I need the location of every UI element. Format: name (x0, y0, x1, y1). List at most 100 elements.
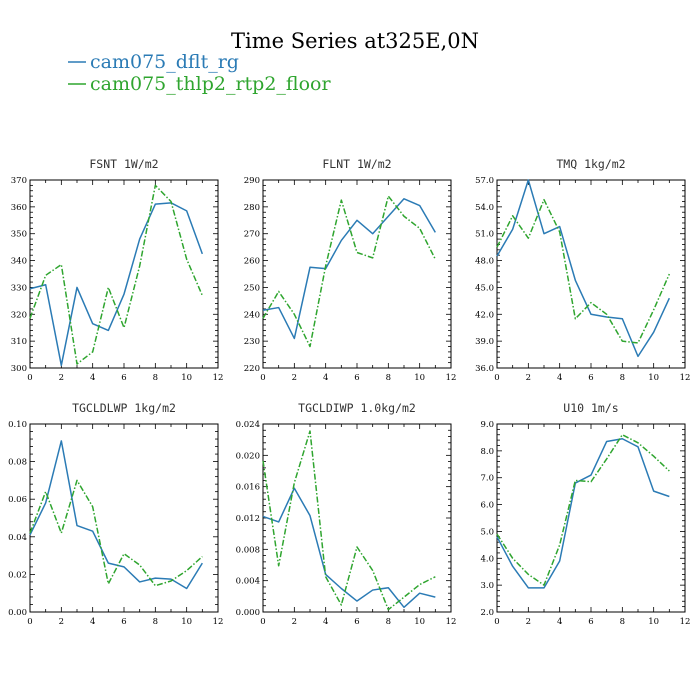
x-tick-label: 10 (181, 373, 192, 383)
x-tick-label: 10 (181, 617, 192, 627)
x-tick-label: 2 (59, 617, 64, 627)
y-tick-label: 7.0 (480, 474, 494, 484)
x-tick-label: 12 (680, 617, 691, 627)
y-tick-label: 280 (244, 203, 260, 213)
y-tick-label: 36.0 (475, 364, 494, 374)
y-tick-label: 0.004 (236, 577, 260, 587)
x-tick-label: 4 (557, 617, 562, 627)
x-tick-label: 2 (526, 373, 531, 383)
legend-label-dflt: cam075_dflt_rg (90, 51, 239, 73)
x-tick-label: 0 (494, 617, 499, 627)
series-line-floor (496, 433, 670, 586)
y-tick-label: 370 (11, 176, 27, 186)
panel-2: TMQ 1kg/m2 0 2 4 6 8 10 12 36.0 39.0 42.0 45.0 48.0 5… (475, 157, 690, 383)
plot-frame (29, 179, 219, 369)
y-tick-label: 51.0 (475, 230, 494, 240)
y-tick-label: 230 (244, 337, 260, 347)
x-tick-label: 4 (323, 617, 328, 627)
x-tick-label: 2 (292, 617, 297, 627)
panel-title: TMQ 1kg/m2 (556, 157, 625, 171)
x-tick-label: 4 (557, 373, 562, 383)
x-tick-label: 6 (354, 617, 359, 627)
x-tick-label: 10 (648, 617, 659, 627)
panels: FSNT 1W/m2 0 2 4 6 8 10 12 300 310 320 330 340 350 360… (8, 157, 690, 627)
y-tick-label: 250 (244, 283, 260, 293)
y-tick-label: 45.0 (475, 283, 494, 293)
y-tick-label: 290 (244, 176, 260, 186)
plot-frame (262, 179, 452, 369)
y-tick-label: 42.0 (475, 310, 494, 320)
y-tick-label: 57.0 (475, 176, 494, 186)
x-tick-label: 6 (588, 373, 593, 383)
x-tick-label: 2 (526, 617, 531, 627)
y-tick-label: 240 (244, 310, 260, 320)
x-tick-label: 4 (90, 617, 95, 627)
legend-label-floor: cam075_thlp2_rtp2_floor (90, 73, 331, 95)
y-tick-label: 310 (11, 337, 27, 347)
y-tick-label: 360 (11, 203, 27, 213)
x-tick-label: 10 (414, 373, 425, 383)
legend-item-floor: cam075_thlp2_rtp2_floor (68, 73, 331, 95)
series-line-dflt (496, 438, 670, 589)
x-tick-label: 10 (648, 373, 659, 383)
x-tick-label: 0 (260, 373, 265, 383)
x-tick-label: 0 (27, 617, 32, 627)
y-tick-label: 0.08 (8, 458, 27, 468)
panel-0: FSNT 1W/m2 0 2 4 6 8 10 12 300 310 320 330 340 350 360… (11, 157, 224, 383)
series-line-dflt (29, 440, 203, 590)
x-tick-label: 12 (446, 373, 457, 383)
panel-title: FSNT 1W/m2 (89, 157, 158, 171)
series-line-floor (262, 430, 436, 611)
y-tick-label: 2.0 (480, 608, 494, 618)
y-tick-label: 39.0 (475, 337, 494, 347)
x-tick-label: 4 (323, 373, 328, 383)
y-tick-label: 48.0 (475, 257, 494, 267)
y-tick-label: 300 (11, 364, 27, 374)
x-tick-label: 0 (260, 617, 265, 627)
panel-5: U10 1m/s 0 2 4 6 8 10 12 2.0 3.0 4.0 5.0 6.0 7.0 8.0 9.… (480, 401, 690, 627)
figure-title: Time Series at325E,0N (231, 29, 479, 53)
x-tick-label: 8 (620, 373, 625, 383)
x-tick-label: 10 (414, 617, 425, 627)
y-tick-label: 0.04 (8, 533, 27, 543)
series-line-dflt (29, 202, 204, 367)
series-line-floor (262, 195, 436, 348)
y-tick-label: 0.10 (8, 420, 27, 430)
y-tick-label: 0.020 (236, 451, 260, 461)
series-line-floor (29, 479, 203, 587)
x-tick-label: 0 (494, 373, 499, 383)
series-line-floor (496, 198, 671, 344)
y-tick-label: 6.0 (480, 501, 494, 511)
x-tick-label: 8 (153, 617, 158, 627)
panel-4: TGCLDIWP 1.0kg/m2 0 2 4 6 8 10 12 0.000 0.004 0.00… (236, 401, 457, 627)
series-line-dflt (262, 198, 436, 340)
y-tick-label: 350 (11, 230, 27, 240)
y-tick-label: 0.012 (236, 514, 260, 524)
x-tick-label: 6 (121, 373, 126, 383)
panel-title: TGCLDLWP 1kg/m2 (72, 401, 176, 415)
x-tick-label: 6 (588, 617, 593, 627)
y-tick-label: 320 (11, 310, 27, 320)
y-tick-label: 220 (244, 364, 260, 374)
y-tick-label: 330 (11, 283, 27, 293)
legend-item-dflt: cam075_dflt_rg (68, 51, 239, 73)
panel-title: FLNT 1W/m2 (322, 157, 391, 171)
x-tick-label: 6 (121, 617, 126, 627)
plot-frame (496, 179, 686, 369)
panel-title: U10 1m/s (563, 401, 618, 415)
y-tick-label: 0.06 (8, 495, 27, 505)
x-tick-label: 8 (153, 373, 158, 383)
y-tick-label: 0.02 (8, 570, 27, 580)
legend: cam075_dflt_rg cam075_thlp2_rtp2_floor (68, 51, 331, 95)
panel-title: TGCLDIWP 1.0kg/m2 (298, 401, 416, 415)
x-tick-label: 12 (446, 617, 457, 627)
x-tick-label: 2 (59, 373, 64, 383)
series-line-dflt (496, 179, 671, 358)
x-tick-label: 12 (680, 373, 691, 383)
y-tick-label: 340 (11, 257, 27, 267)
y-tick-label: 260 (244, 257, 260, 267)
y-tick-label: 0.008 (236, 545, 260, 555)
panel-1: FLNT 1W/m2 0 2 4 6 8 10 12 220 230 240 250 260 270 280… (244, 157, 457, 383)
x-tick-label: 12 (213, 617, 224, 627)
